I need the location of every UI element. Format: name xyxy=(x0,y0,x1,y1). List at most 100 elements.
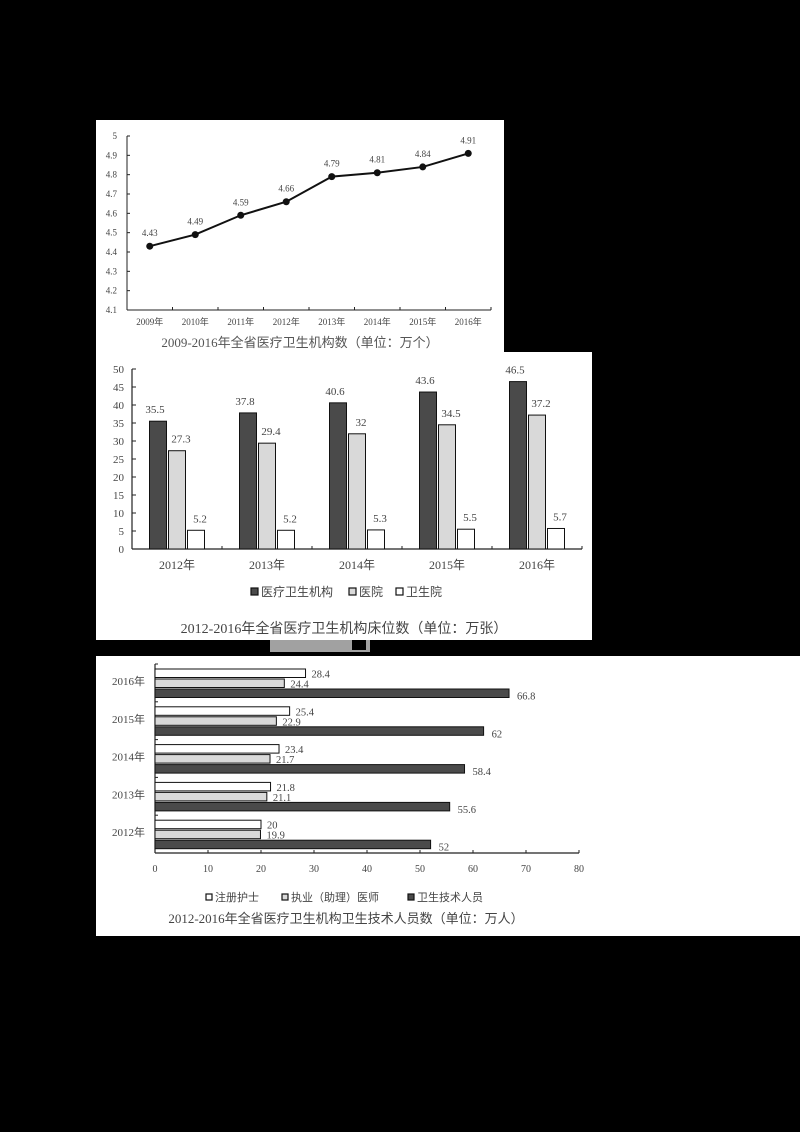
legend-label: 卫生院 xyxy=(406,585,442,599)
x-tick-label: 50 xyxy=(415,864,425,875)
y-tick-label: 30 xyxy=(113,436,125,448)
bar-value-label: 66.8 xyxy=(517,692,535,703)
bar-value-label: 5.7 xyxy=(553,511,567,523)
bar-value-label: 19.9 xyxy=(266,831,284,842)
bar xyxy=(419,391,437,550)
bar-value-label: 27.3 xyxy=(171,434,191,446)
y-tick-label: 2015年 xyxy=(112,712,145,726)
bar-value-label: 25.4 xyxy=(296,707,315,718)
legend-label: 卫生技术人员 xyxy=(417,890,483,904)
chart-title: 2012-2016年全省医疗卫生机构床位数（单位：万张） xyxy=(181,620,508,637)
beds-bar-chart: 0 5 10 15 20 25 30 35 40 45 50 35.5 27.3 5.2 2012年 37.8… xyxy=(113,364,583,637)
bar xyxy=(154,726,485,736)
chart-title: 2009-2016年全省医疗卫生机构数（单位：万个） xyxy=(161,335,438,350)
bar xyxy=(154,678,285,688)
institutions-line-chart: 4.1 4.2 4.3 4.4 4.5 4.6 4.7 4.8 4.9 5 4.43 2009年 4.4… xyxy=(106,131,492,350)
x-tick-label: 40 xyxy=(362,864,372,875)
x-tick-label: 2012年 xyxy=(159,558,195,572)
x-tick-label: 2016年 xyxy=(519,558,555,572)
y-tick-label: 2012年 xyxy=(112,825,145,839)
bar-value-label: 29.4 xyxy=(261,426,281,438)
bar-value-label: 5.2 xyxy=(283,513,297,525)
bar xyxy=(154,819,262,830)
bar xyxy=(168,450,186,550)
bar xyxy=(547,527,565,550)
bar xyxy=(154,754,271,764)
bar-value-label: 52 xyxy=(439,843,450,854)
y-tick-label: 4.1 xyxy=(106,305,117,315)
legend-label: 注册护士 xyxy=(215,890,259,904)
data-point xyxy=(146,242,154,250)
bar xyxy=(348,433,366,550)
data-label: 4.43 xyxy=(142,228,158,238)
bar xyxy=(154,839,432,850)
y-tick-label: 4.2 xyxy=(106,286,117,296)
bar xyxy=(154,791,268,802)
x-tick-label: 20 xyxy=(256,864,266,875)
bar-value-label: 37.8 xyxy=(235,396,255,408)
bar-value-label: 28.4 xyxy=(312,670,331,681)
x-tick-label: 2016年 xyxy=(455,316,482,327)
data-point xyxy=(373,169,381,177)
bar xyxy=(277,529,295,550)
bar xyxy=(457,528,475,550)
legend-swatch xyxy=(250,587,259,596)
bar-value-label: 21.1 xyxy=(273,793,291,804)
staff-horizontal-bar-chart: 0 10 20 30 40 50 60 70 80 28.424.4 66.8 2016年 25.422… xyxy=(112,663,584,926)
bar-value-label: 34.5 xyxy=(441,408,461,420)
x-tick-label: 2015年 xyxy=(409,316,436,327)
y-tick-label: 2013年 xyxy=(112,787,145,801)
y-tick-label: 50 xyxy=(113,364,125,376)
y-tick-label: 4.3 xyxy=(106,266,118,276)
y-tick-label: 0 xyxy=(119,544,125,556)
legend-swatch xyxy=(281,893,289,901)
legend-label: 执业（助理）医师 xyxy=(291,890,379,904)
y-tick-label: 4.8 xyxy=(106,170,118,180)
bar-value-label: 5.2 xyxy=(193,513,207,525)
bar-value-label: 5.3 xyxy=(373,513,387,525)
data-label: 4.84 xyxy=(415,149,431,159)
data-label: 4.79 xyxy=(324,159,340,169)
bar-value-label: 20 xyxy=(267,821,278,832)
x-tick-label: 2013年 xyxy=(318,316,345,327)
bar-value-label: 55.6 xyxy=(458,805,476,816)
x-tick-label: 2012年 xyxy=(273,316,300,327)
staff-hbar-chart-panel: 0 10 20 30 40 50 60 70 80 28.4 24.4 66.8 2016年 25.4 22… xyxy=(96,656,800,936)
bar xyxy=(367,529,385,550)
bar xyxy=(154,801,451,812)
y-tick-label: 2016年 xyxy=(112,674,145,688)
chart-title: 2012-2016年全省医疗卫生机构卫生技术人员数（单位：万人） xyxy=(168,911,523,926)
data-point xyxy=(328,173,336,181)
x-tick-label: 70 xyxy=(521,864,531,875)
x-tick-label: 2010年 xyxy=(182,316,209,327)
bar xyxy=(239,412,257,550)
y-tick-label: 4.7 xyxy=(106,189,118,199)
legend-label: 医院 xyxy=(359,585,383,599)
y-tick-label: 20 xyxy=(113,472,125,484)
data-label: 4.49 xyxy=(187,217,203,227)
bar xyxy=(154,706,291,716)
bar xyxy=(154,764,466,774)
bar xyxy=(329,402,347,550)
bar xyxy=(187,529,205,550)
x-tick-label: 2014年 xyxy=(339,558,375,572)
y-tick-label: 2014年 xyxy=(112,750,145,764)
bar xyxy=(154,688,510,698)
bar xyxy=(154,829,261,840)
data-label: 4.59 xyxy=(233,197,249,207)
data-point xyxy=(419,163,427,171)
x-tick-label: 80 xyxy=(574,864,584,875)
y-tick-label: 15 xyxy=(113,490,125,502)
data-label: 4.66 xyxy=(278,184,294,194)
y-tick-label: 4.9 xyxy=(106,150,118,160)
bar xyxy=(149,420,167,550)
data-point xyxy=(191,231,199,239)
bar-value-label: 5.5 xyxy=(463,512,477,524)
data-point xyxy=(237,211,245,219)
bar-value-label: 32 xyxy=(356,417,367,429)
y-tick-label: 5 xyxy=(113,131,118,141)
bar xyxy=(154,744,280,754)
scan-artifact xyxy=(270,640,370,652)
y-tick-label: 35 xyxy=(113,418,125,430)
x-tick-label: 2013年 xyxy=(249,558,285,572)
